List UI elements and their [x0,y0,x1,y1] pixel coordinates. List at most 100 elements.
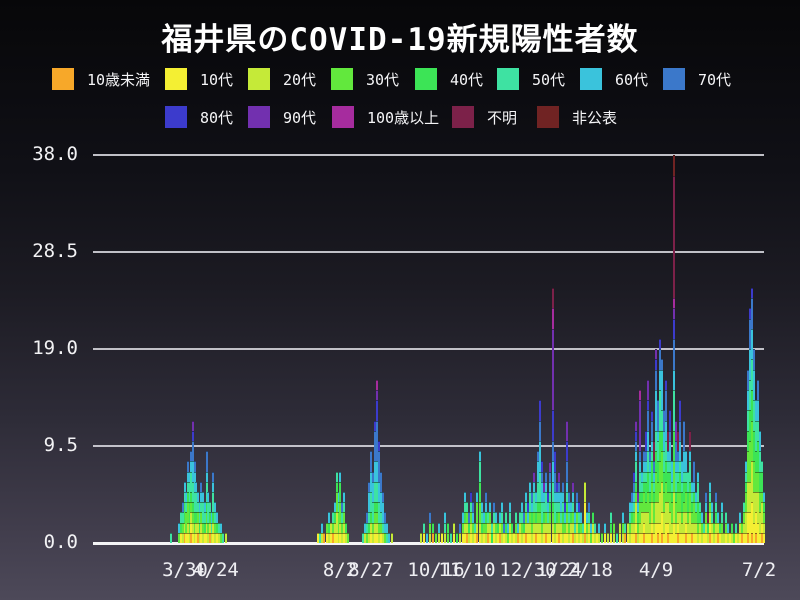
legend-swatch [248,68,270,90]
bar [545,471,547,543]
bar-segment [757,400,759,421]
bar-segment [558,522,560,533]
bar-segment [580,512,582,523]
bar [679,400,681,543]
bar-segment [695,502,697,513]
gridline [93,154,764,156]
bar-segment [679,461,681,472]
bar [220,522,222,543]
bar-segment [334,532,336,543]
bar-segment [665,420,667,442]
bar [693,461,695,543]
bar-segment [523,512,525,523]
bar-segment [671,522,673,533]
bar-segment [190,461,192,472]
x-tick-label: 12/30 [499,559,557,581]
bar-segment [543,481,545,493]
bar-segment [570,512,572,523]
bar-segment [643,481,645,493]
bar-segment [572,532,574,543]
bar-segment [370,451,372,472]
bar-segment [747,430,749,452]
bar-segment [651,481,653,503]
bar-segment [204,522,206,533]
bar-segment [635,420,637,431]
bar-segment [545,481,547,493]
bar-segment [677,481,679,493]
bar-segment [568,502,570,513]
bar-segment [671,502,673,523]
bar [647,379,649,543]
bar-segment [693,481,695,493]
bar-segment [596,532,598,543]
bar-segment [378,481,380,503]
bar-segment [519,522,521,533]
bar [743,502,745,543]
bar-segment [564,532,566,543]
bar-segment [180,512,182,523]
bar-segment [178,532,180,543]
bar-segment [207,532,209,543]
bar-segment [735,532,737,543]
bar-segment [495,522,497,533]
bar-segment [624,522,626,533]
bar-segment [206,471,208,482]
bar-segment [715,492,717,503]
bar-segment [328,522,330,533]
bar [541,461,543,543]
bar [739,512,741,543]
bar [691,481,693,543]
bar-segment [635,481,637,493]
bar [549,461,551,543]
bar-segment [182,512,184,523]
bar-segment [184,481,186,493]
bar [343,492,345,543]
bar-segment [574,522,576,533]
bar-segment [485,532,487,543]
bar-segment [212,481,214,493]
bar-segment [429,532,431,543]
bar-segment [631,512,633,523]
bar-segment [547,502,549,513]
bar-segment [647,451,649,472]
bar-segment [374,512,376,523]
bar-segment [549,522,551,533]
bar-segment [515,532,517,543]
bar-segment [529,522,531,533]
bar [741,522,743,543]
bar-segment [683,532,685,543]
bar [382,492,384,543]
bar-segment [529,532,531,543]
bar-segment [558,481,560,493]
bar-segment [647,430,649,452]
bar-segment [687,532,689,543]
bar-segment [641,532,643,543]
bar-segment [743,532,745,543]
bar-segment [629,502,631,513]
bar-segment [649,522,651,533]
bar-segment [651,420,653,442]
bar-segment [192,502,194,513]
bar-segment [468,532,470,543]
bar-segment [505,532,507,543]
bar-segment [556,522,558,533]
bar-segment [341,512,343,523]
bar-segment [533,532,535,543]
bar-segment [206,451,208,472]
bar-segment [673,155,675,176]
bar-segment [639,390,641,401]
bar-segment [527,502,529,513]
bar-segment [673,308,675,319]
bar-segment [643,471,645,482]
bar-segment [489,502,491,513]
x-tick-label: 10/16 [407,559,465,581]
bar-segment [681,512,683,523]
bar [372,471,374,543]
bar-segment [705,492,707,503]
bar-segment [525,492,527,503]
bar [485,492,487,543]
bar-segment [485,502,487,513]
bar-segment [601,532,603,543]
bar-segment [527,532,529,543]
bar-segment [757,441,759,472]
